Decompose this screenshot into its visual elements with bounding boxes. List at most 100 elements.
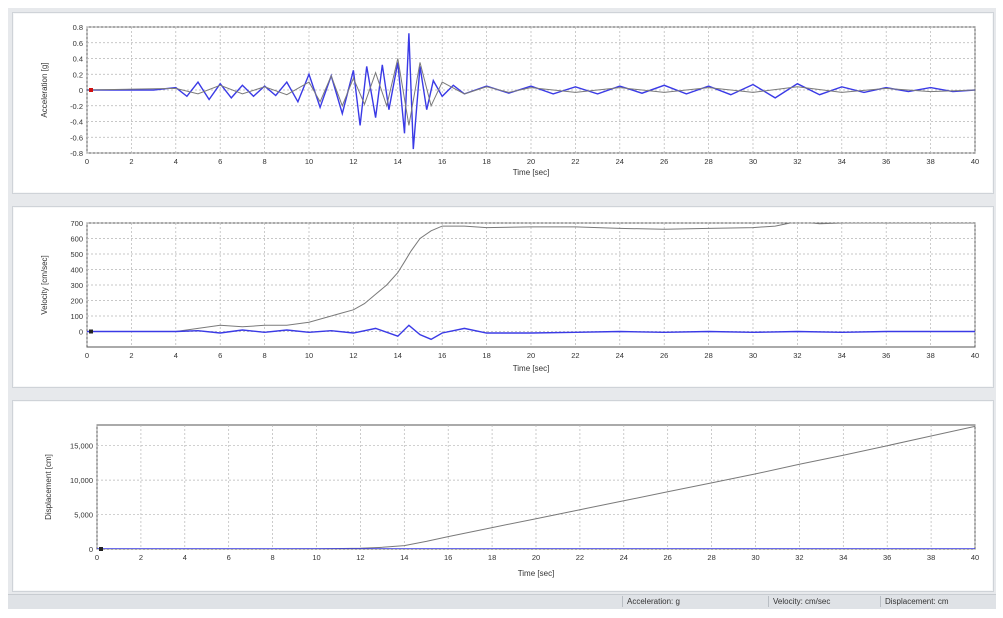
x-tick-label: 4 [174, 351, 178, 360]
y-tick-label: -0.8 [70, 149, 83, 158]
status-bar: Acceleration: g Velocity: cm/sec Displac… [8, 594, 996, 609]
y-tick-label: 5,000 [74, 511, 93, 520]
origin-marker [99, 547, 103, 551]
x-tick-label: 6 [218, 157, 222, 166]
x-tick-label: 20 [527, 351, 535, 360]
y-tick-label: 700 [70, 219, 83, 228]
x-tick-label: 30 [749, 351, 757, 360]
origin-marker [89, 329, 93, 334]
y-tick-label: -0.2 [70, 102, 83, 111]
y-tick-label: 400 [70, 266, 83, 275]
displacement-panel: 0 2 4 6 8 10 12 14 16 18 20 22 24 26 28 30 32 34 36 38 40 15,… [12, 400, 994, 592]
x-tick-label: 14 [394, 351, 402, 360]
x-tick-label: 40 [971, 157, 979, 166]
x-tick-label: 24 [616, 157, 624, 166]
y-tick-label: 0.6 [73, 39, 83, 48]
blue-series-line [87, 324, 975, 341]
x-tick-label: 36 [882, 351, 890, 360]
x-tick-label: 12 [349, 157, 357, 166]
y-axis-title: Displacement [cm] [44, 454, 53, 520]
blue-series-line [87, 33, 975, 150]
y-axis-title: Velocity [cm/sec] [40, 255, 49, 315]
x-tick-label: 22 [571, 157, 579, 166]
x-tick-label: 2 [129, 351, 133, 360]
x-tick-label: 32 [793, 351, 801, 360]
y-tick-label: 0 [79, 328, 83, 337]
x-tick-label: 20 [527, 157, 535, 166]
y-tick-label: 0.4 [73, 55, 83, 64]
x-tick-label: 38 [926, 157, 934, 166]
x-tick-label: 38 [926, 351, 934, 360]
x-tick-label: 16 [444, 553, 452, 562]
x-tick-label: 12 [356, 553, 364, 562]
x-tick-label: 8 [263, 157, 267, 166]
x-axis-title: Time [sec] [513, 364, 550, 373]
x-tick-label: 26 [664, 553, 672, 562]
x-tick-label: 14 [394, 157, 402, 166]
x-tick-label: 0 [85, 157, 89, 166]
x-tick-label: 28 [704, 157, 712, 166]
x-tick-label: 0 [95, 553, 99, 562]
x-tick-label: 10 [305, 157, 313, 166]
status-velocity-unit: Velocity: cm/sec [768, 596, 883, 607]
chart-window: 0 2 4 6 8 10 12 14 16 18 20 22 24 26 28 30 32 34 36 38 40 0.8… [8, 8, 996, 609]
x-tick-label: 24 [620, 553, 628, 562]
x-tick-label: 10 [312, 553, 320, 562]
x-axis-title: Time [sec] [513, 168, 550, 177]
y-axis-title: Acceleration [g] [40, 62, 49, 117]
x-tick-label: 30 [751, 553, 759, 562]
y-tick-label: 10,000 [70, 476, 93, 485]
x-tick-label: 12 [349, 351, 357, 360]
y-tick-label: 0 [89, 545, 93, 554]
x-tick-label: 28 [707, 553, 715, 562]
x-tick-label: 22 [576, 553, 584, 562]
x-tick-label: 34 [838, 157, 846, 166]
x-tick-label: 18 [482, 157, 490, 166]
y-tick-label: 15,000 [70, 442, 93, 451]
y-tick-label: 0.8 [73, 23, 83, 32]
x-tick-label: 38 [927, 553, 935, 562]
x-tick-label: 28 [704, 351, 712, 360]
x-tick-label: 14 [400, 553, 408, 562]
x-tick-label: 18 [482, 351, 490, 360]
x-tick-label: 34 [838, 351, 846, 360]
x-tick-label: 34 [839, 553, 847, 562]
x-tick-label: 2 [129, 157, 133, 166]
x-tick-label: 8 [263, 351, 267, 360]
x-tick-label: 36 [883, 553, 891, 562]
x-axis-title: Time [sec] [518, 569, 555, 578]
x-tick-label: 20 [532, 553, 540, 562]
x-tick-label: 6 [227, 553, 231, 562]
y-tick-label: 300 [70, 281, 83, 290]
x-tick-label: 40 [971, 351, 979, 360]
y-tick-label: 200 [70, 297, 83, 306]
x-tick-label: 16 [438, 351, 446, 360]
acceleration-chart: 0 2 4 6 8 10 12 14 16 18 20 22 24 26 28 30 32 34 36 38 400.8… [40, 23, 979, 177]
x-tick-label: 36 [882, 157, 890, 166]
x-tick-label: 16 [438, 157, 446, 166]
velocity-chart: 0 2 4 6 8 10 12 14 16 18 20 22 24 26 28 30 32 34 36 38 40700… [40, 219, 979, 373]
y-tick-label: 0.2 [73, 70, 83, 79]
x-tick-label: 4 [174, 157, 178, 166]
x-tick-label: 18 [488, 553, 496, 562]
acceleration-panel: 0 2 4 6 8 10 12 14 16 18 20 22 24 26 28 30 32 34 36 38 40 0.8… [12, 12, 994, 194]
y-tick-label: 600 [70, 235, 83, 244]
origin-marker [89, 88, 93, 92]
x-tick-label: 26 [660, 351, 668, 360]
y-tick-label: 100 [70, 312, 83, 321]
y-tick-label: -0.4 [70, 118, 83, 127]
x-tick-label: 22 [571, 351, 579, 360]
y-tick-label: -0.6 [70, 133, 83, 142]
x-tick-label: 30 [749, 157, 757, 166]
x-tick-label: 10 [305, 351, 313, 360]
velocity-panel: 0 2 4 6 8 10 12 14 16 18 20 22 24 26 28 30 32 34 36 38 40 700… [12, 206, 994, 388]
x-tick-label: 26 [660, 157, 668, 166]
x-tick-label: 40 [971, 553, 979, 562]
status-acceleration-unit: Acceleration: g [622, 596, 767, 607]
x-tick-label: 6 [218, 351, 222, 360]
y-tick-label: 500 [70, 250, 83, 259]
status-displacement-unit: Displacement: cm [880, 596, 995, 607]
gray-series-line [87, 223, 975, 332]
displacement-chart: 0 2 4 6 8 10 12 14 16 18 20 22 24 26 28 30 32 34 36 38 4015,… [44, 424, 979, 578]
x-tick-label: 32 [793, 157, 801, 166]
